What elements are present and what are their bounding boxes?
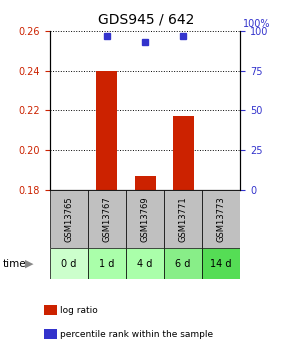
Text: log ratio: log ratio [60,306,98,315]
Text: GDS945 / 642: GDS945 / 642 [98,12,195,26]
Bar [88,248,126,279]
Text: 100%: 100% [243,19,271,29]
Bar [96,71,117,190]
Text: 14 d: 14 d [210,259,232,269]
Bar [88,190,126,248]
Text: 0 d: 0 d [61,259,76,269]
Bar [126,248,164,279]
Text: percentile rank within the sample: percentile rank within the sample [60,330,213,339]
Bar [50,248,88,279]
Bar [202,190,240,248]
Bar [134,176,156,190]
Text: ▶: ▶ [25,259,33,269]
Bar [164,190,202,248]
Text: 4 d: 4 d [137,259,153,269]
Text: GSM13765: GSM13765 [64,196,73,242]
Text: time: time [3,259,27,269]
Bar [173,116,194,190]
Text: 1 d: 1 d [99,259,115,269]
Text: GSM13773: GSM13773 [217,196,226,242]
Bar [50,190,88,248]
Bar [126,190,164,248]
Text: GSM13767: GSM13767 [103,196,111,242]
Bar [202,248,240,279]
Text: GSM13769: GSM13769 [141,196,149,242]
Text: 6 d: 6 d [176,259,191,269]
Bar [164,248,202,279]
Text: GSM13771: GSM13771 [179,196,188,242]
